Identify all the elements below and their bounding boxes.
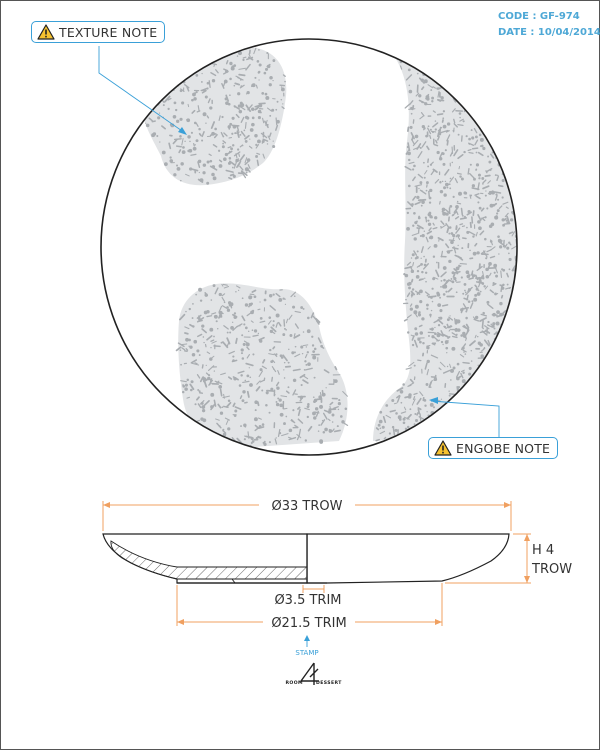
profile-right-half xyxy=(306,533,510,584)
warning-triangle-icon xyxy=(37,24,55,40)
plate-side-profile xyxy=(102,533,510,584)
engobe-note: ENGOBE NOTE xyxy=(428,437,559,459)
drawing-date: DATE : 10/04/2014 xyxy=(498,27,600,38)
plate-outline xyxy=(100,38,518,456)
dimension-arrows xyxy=(103,502,530,625)
texture-region-top-left xyxy=(140,46,287,186)
texture-note: TEXTURE NOTE xyxy=(31,21,166,43)
height-label-line2: TROW xyxy=(531,562,572,577)
foot-trim-label: Ø3.5 TRIM xyxy=(274,593,341,608)
stamp-callout: STAMP xyxy=(295,635,319,657)
engobe-region-right xyxy=(373,58,517,441)
texture-speckles xyxy=(142,47,517,451)
leader-lines xyxy=(98,46,500,437)
base-trim-label: Ø21.5 TRIM xyxy=(271,616,346,631)
logo-text-left: ROOM xyxy=(285,680,303,686)
stamp-label: STAMP xyxy=(295,649,318,657)
height-label-line1: H 4 xyxy=(532,543,554,558)
diameter-label: Ø33 TROW xyxy=(272,499,343,514)
engobe-note-label: ENGOBE NOTE xyxy=(456,440,551,456)
texture-note-label: TEXTURE NOTE xyxy=(59,24,158,40)
brand-logo: ROOM DESSERT xyxy=(285,662,342,686)
drawing-code: CODE : GF-974 xyxy=(498,11,580,22)
warning-triangle-icon xyxy=(434,440,452,456)
section-hatch xyxy=(110,540,308,580)
plate-top-view xyxy=(100,38,518,456)
logo-text-right: DESSERT xyxy=(316,680,342,686)
